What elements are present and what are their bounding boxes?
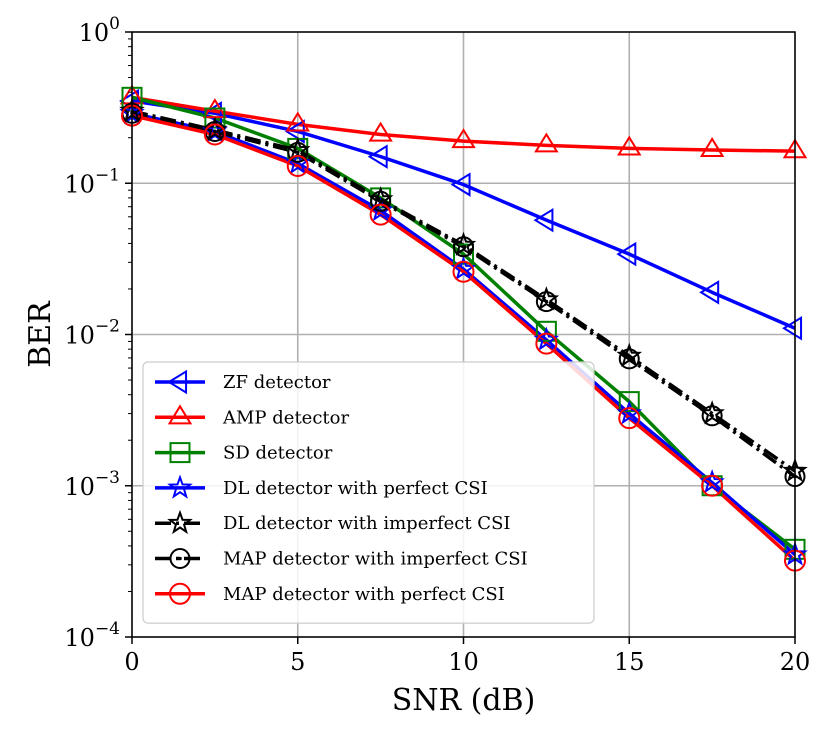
legend-box bbox=[142, 361, 595, 624]
series-1-point bbox=[368, 121, 393, 142]
series-5-point bbox=[535, 291, 557, 313]
series-0-point bbox=[533, 207, 554, 233]
series-1-point bbox=[617, 135, 642, 156]
series-6-point bbox=[369, 203, 392, 226]
series-2-point bbox=[535, 320, 557, 342]
y-tick-label: 100 bbox=[79, 14, 120, 47]
series-6-point bbox=[203, 123, 226, 146]
x-axis-label: SNR (dB) bbox=[392, 683, 536, 718]
series-1-point bbox=[534, 132, 559, 153]
legend-marker-4 bbox=[167, 509, 193, 535]
legend-label-5: MAP detector with imperfect CSI bbox=[223, 549, 528, 570]
legend-label-1: AMP detector bbox=[222, 407, 349, 428]
series-2-point bbox=[204, 107, 226, 129]
legend-label-6: MAP detector with perfect CSI bbox=[223, 584, 505, 605]
series-0-point bbox=[450, 172, 471, 197]
series-0-point bbox=[782, 316, 803, 341]
legend-marker-0 bbox=[167, 369, 188, 395]
legend-label-3: DL detector with perfect CSI bbox=[223, 478, 488, 499]
series-line-1 bbox=[132, 95, 795, 153]
y-tick-label: 10−3 bbox=[64, 468, 120, 501]
ticks: 0 5 10 15 20 10−4 10−3 10−2 10−1 100 bbox=[64, 14, 810, 676]
series-6-point bbox=[535, 332, 558, 355]
series-5-point bbox=[287, 141, 309, 163]
y-tick-label: 10−1 bbox=[64, 165, 120, 198]
x-tick-label: 0 bbox=[124, 648, 139, 676]
legend-marker-6 bbox=[169, 582, 191, 605]
legend-label-0: ZF detector bbox=[223, 372, 331, 393]
series-6-point bbox=[701, 474, 724, 497]
y-axis-label: BER bbox=[23, 300, 58, 368]
series-1-point bbox=[285, 111, 310, 132]
series-6-point bbox=[286, 155, 309, 178]
series-5-point bbox=[370, 190, 392, 212]
legend-marker-2 bbox=[169, 442, 191, 464]
legend-marker-1 bbox=[167, 404, 193, 425]
series-line-6 bbox=[132, 113, 795, 562]
series-0-point bbox=[284, 119, 305, 144]
series-1-point bbox=[699, 137, 725, 158]
x-tick-label: 15 bbox=[614, 648, 645, 676]
legend-marker-3 bbox=[167, 474, 193, 499]
x-tick-label: 5 bbox=[290, 648, 305, 676]
series-5-point bbox=[701, 405, 723, 427]
series-0-point bbox=[367, 144, 388, 169]
series-5-point bbox=[453, 236, 474, 258]
legend-label-2: SD detector bbox=[223, 443, 333, 464]
y-tick-label: 10−4 bbox=[64, 619, 120, 652]
legend-marker-5 bbox=[169, 548, 191, 569]
series-line-0 bbox=[132, 99, 795, 330]
series-2-point bbox=[453, 243, 474, 265]
x-tick-label: 20 bbox=[780, 648, 811, 676]
series-5-point bbox=[618, 348, 640, 370]
series-0-point bbox=[616, 241, 637, 267]
y-tick-label: 10−2 bbox=[64, 317, 120, 350]
legend: ZF detector AMP detector SD detector DL det… bbox=[142, 361, 595, 624]
series-2-point bbox=[618, 391, 640, 413]
series-line-3 bbox=[132, 111, 795, 557]
legend-label-4: DL detector with imperfect CSI bbox=[223, 513, 511, 534]
series-6-point bbox=[618, 407, 641, 430]
x-tick-label: 10 bbox=[448, 648, 479, 676]
series-1-point bbox=[451, 128, 476, 149]
series-0-point bbox=[699, 280, 720, 305]
series-6-point bbox=[452, 260, 475, 283]
